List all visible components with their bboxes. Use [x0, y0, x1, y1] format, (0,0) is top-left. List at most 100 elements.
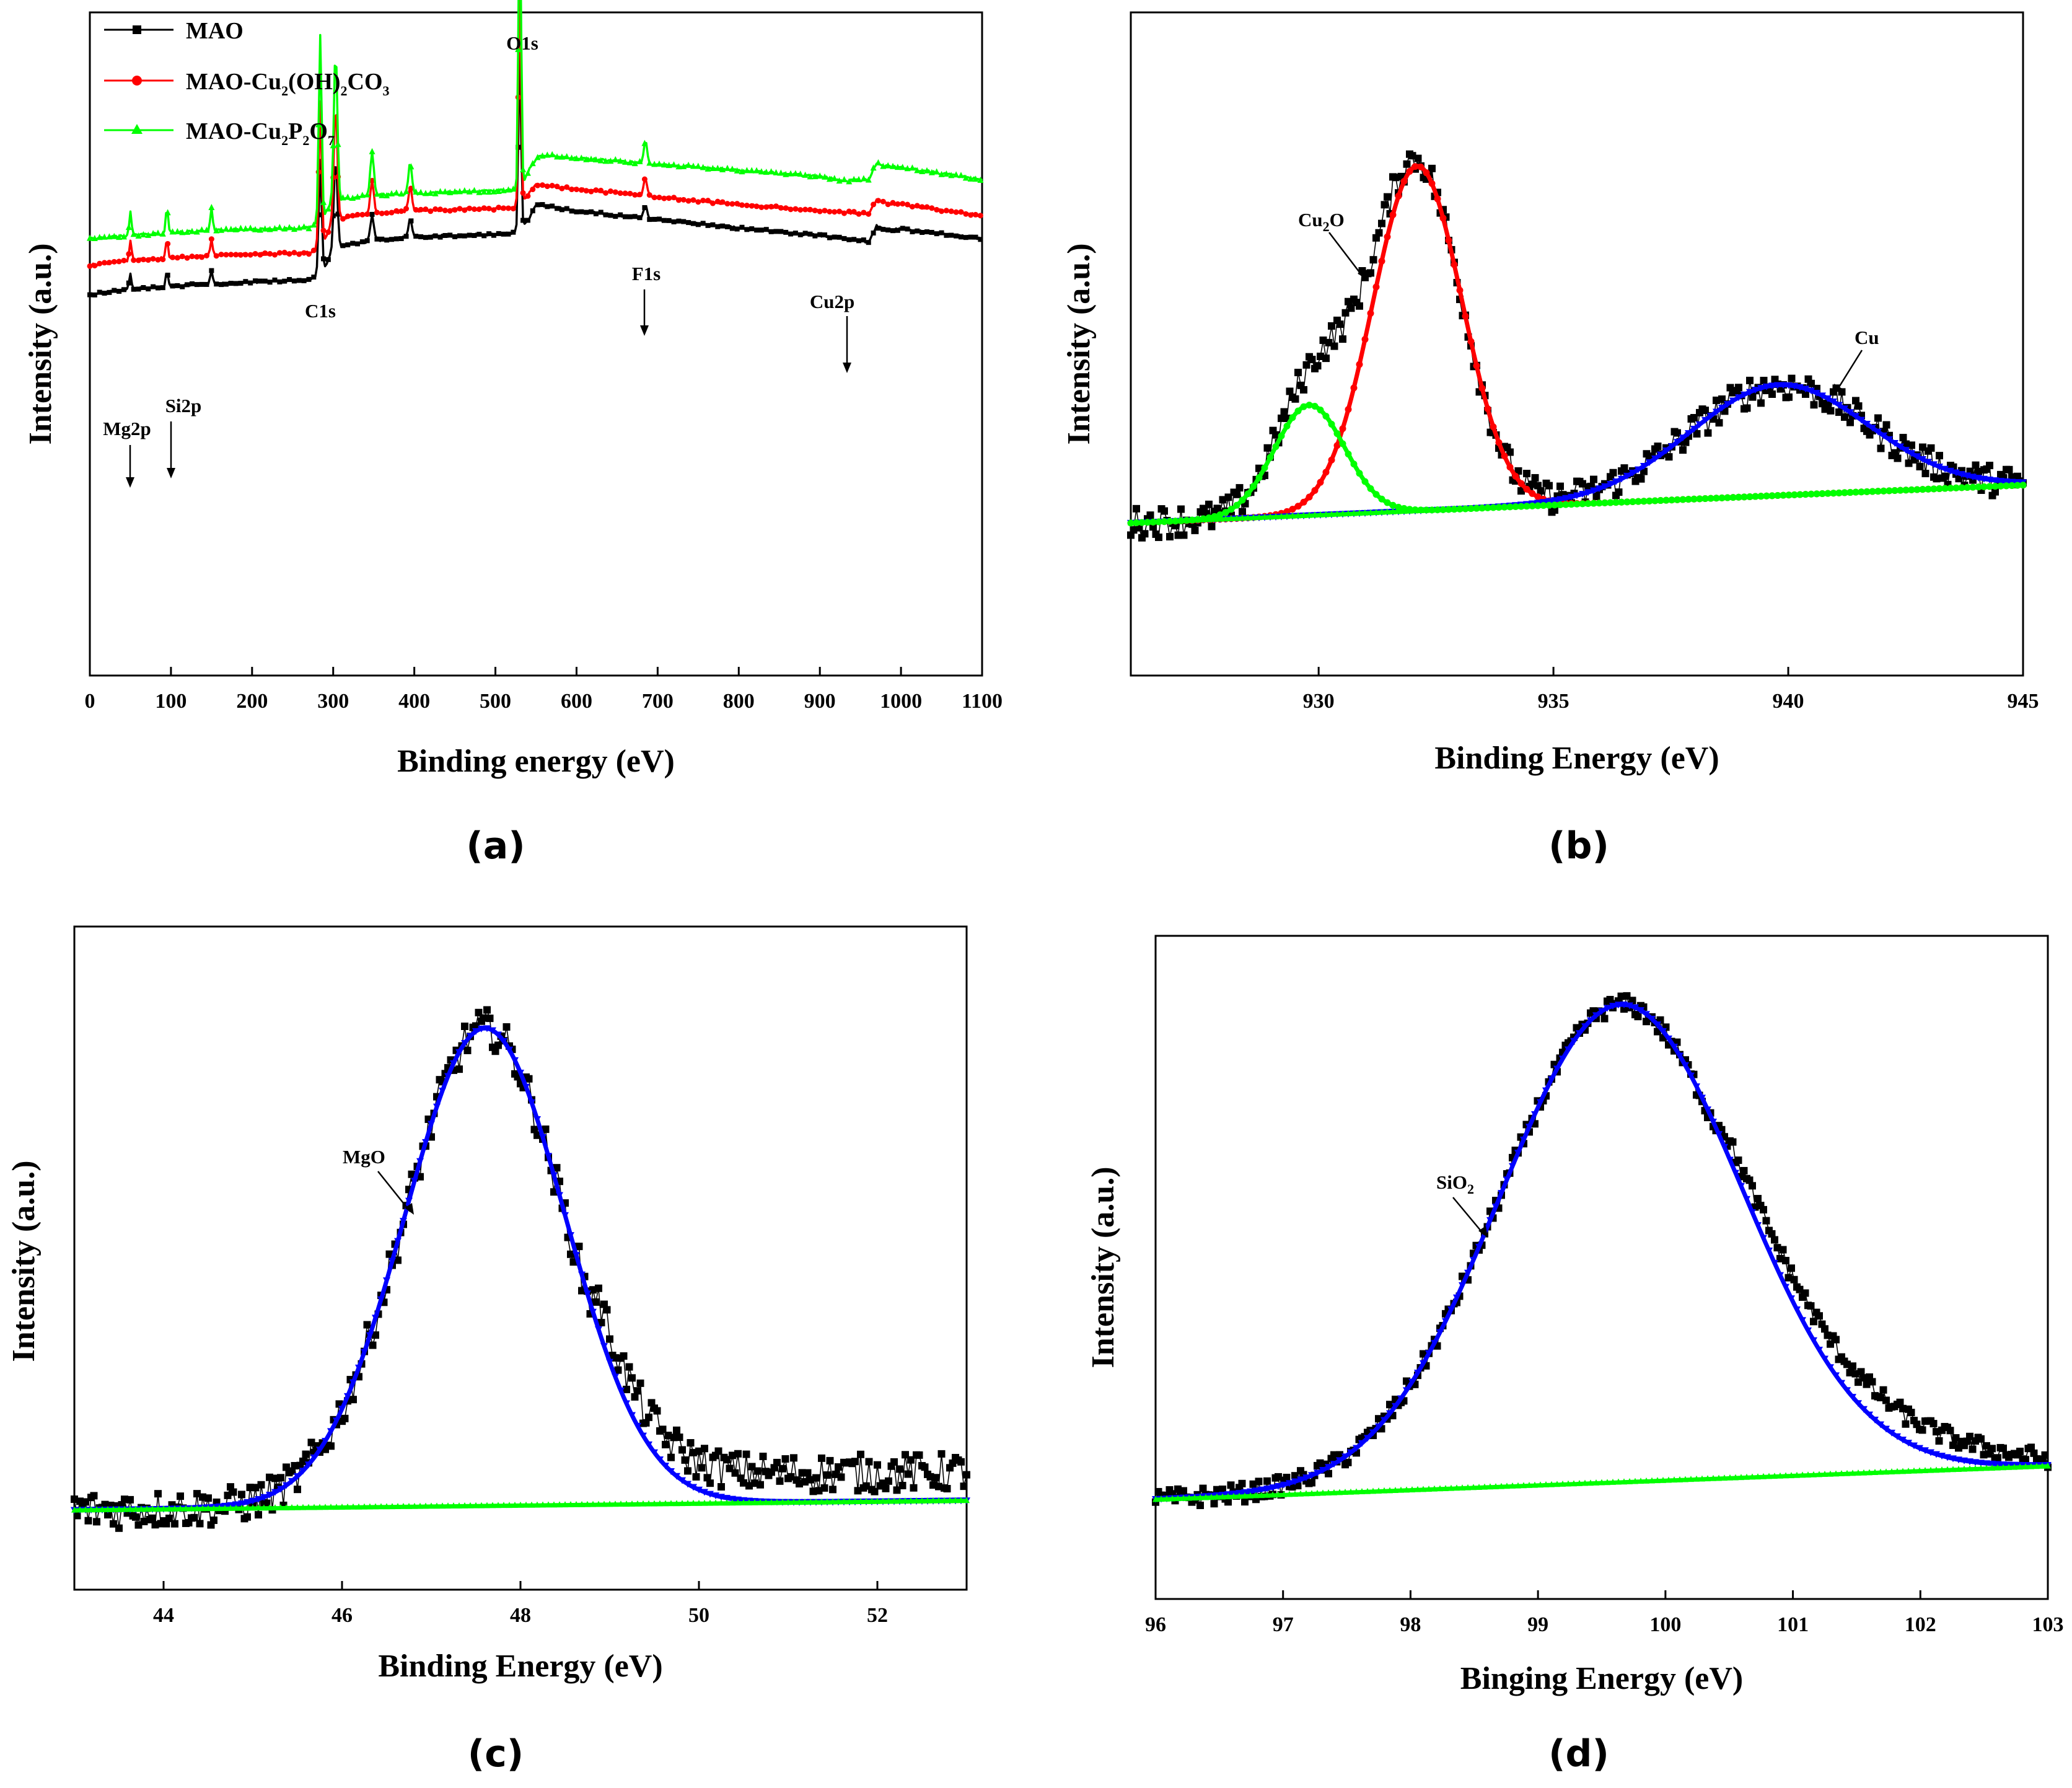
- panel-a-marker: [744, 202, 750, 208]
- panel-a-marker: [388, 209, 395, 216]
- panel-a-marker: [758, 204, 765, 210]
- b-raw-point: [1180, 531, 1188, 539]
- panel-a-marker: [408, 163, 415, 170]
- panel-a-marker: [817, 208, 823, 214]
- panel-a-marker: [159, 230, 166, 237]
- c-raw-point: [757, 1481, 764, 1489]
- panel-a-series-markers-1: [87, 94, 983, 269]
- d-raw-point: [1283, 1473, 1291, 1481]
- panel-a-marker: [972, 175, 979, 182]
- c-raw-point: [645, 1413, 652, 1421]
- c-component-0: [71, 1025, 970, 1514]
- c-raw-point: [294, 1486, 301, 1494]
- c-raw-point: [714, 1447, 722, 1455]
- c-raw-point: [614, 1366, 622, 1374]
- c-raw-point: [812, 1474, 820, 1482]
- panel-a-marker: [179, 229, 186, 236]
- c-raw-point: [567, 1250, 574, 1258]
- panel-a-marker: [398, 190, 405, 197]
- panel-a-marker: [237, 224, 244, 231]
- b-raw-point: [1531, 473, 1539, 482]
- panel-a-marker: [428, 234, 433, 240]
- panel-a-marker: [910, 229, 915, 235]
- panel-a-marker: [180, 284, 185, 289]
- c-raw-point: [915, 1451, 923, 1459]
- b-raw-point: [1682, 438, 1690, 446]
- panel-d-series: [1152, 992, 2052, 1509]
- b-tick-label-0: 930: [1303, 690, 1335, 713]
- b-raw-point: [1149, 523, 1157, 531]
- b-raw-point: [1322, 355, 1330, 363]
- panel-d-plot-frame: [1154, 935, 2049, 1600]
- panel-a-marker: [968, 212, 974, 218]
- panel-a-marker: [690, 197, 696, 203]
- c-raw-point: [932, 1474, 940, 1482]
- d-tick-label-2: 98: [1400, 1613, 1421, 1636]
- panel-b-x-ticks: 930 935 940 945: [1303, 667, 2039, 713]
- panel-b-x-axis-label: Binding Energy (eV): [1434, 741, 1719, 776]
- panel-a-marker: [169, 228, 176, 235]
- b-raw-point: [1384, 193, 1391, 201]
- panel-a-marker: [895, 227, 900, 233]
- c-raw-point: [804, 1469, 812, 1477]
- panel-a-marker: [106, 233, 113, 240]
- panel-a-marker: [252, 226, 259, 232]
- panel-a-marker: [788, 231, 794, 237]
- c-raw-point: [372, 1331, 379, 1339]
- d-raw-point: [1969, 1445, 1977, 1453]
- panel-a-marker: [899, 164, 906, 170]
- panel-c-mg2p-chart: 44 46 48 50 52 Binding Energy (eV) Intensity…: [6, 925, 970, 1776]
- panel-a-marker: [856, 211, 862, 217]
- panel-a-marker: [564, 184, 570, 190]
- panel-a-marker: [671, 219, 677, 224]
- panel-a-marker: [871, 230, 876, 236]
- c-raw-point: [818, 1454, 825, 1462]
- c-raw-point: [126, 1495, 134, 1504]
- panel-a-marker: [281, 225, 288, 232]
- panel-a-marker: [301, 223, 307, 230]
- panel-a-marker: [253, 278, 258, 284]
- panel-a-marker: [257, 252, 263, 258]
- panel-a-marker: [437, 234, 443, 240]
- panel-a-marker: [506, 231, 511, 237]
- panel-a-marker: [330, 213, 336, 219]
- panel-a-marker: [194, 253, 200, 260]
- b-raw-point: [1715, 419, 1723, 427]
- panel-a-marker: [876, 226, 881, 231]
- panel-a-marker: [325, 205, 331, 212]
- c-raw-point: [525, 1075, 533, 1083]
- panel-a-marker: [535, 182, 541, 188]
- b-raw-point: [1155, 533, 1162, 541]
- b-raw-point: [1785, 393, 1793, 401]
- panel-a-marker: [700, 221, 706, 226]
- panel-a-marker: [748, 167, 755, 174]
- panel-a-marker: [165, 272, 170, 278]
- panel-a-marker: [418, 206, 424, 213]
- c-raw-point: [874, 1461, 881, 1469]
- panel-a-marker: [364, 211, 371, 218]
- panel-a-marker: [636, 157, 643, 164]
- d-raw-point: [1907, 1409, 1915, 1417]
- annot-f1s: F1s: [632, 263, 661, 284]
- c-raw-point: [575, 1243, 583, 1251]
- b-raw-point: [1679, 446, 1687, 454]
- b-raw-point: [1927, 444, 1935, 452]
- panel-a-marker: [174, 227, 181, 234]
- panel-a-marker: [379, 210, 385, 216]
- panel-a-marker: [291, 250, 297, 256]
- panel-a-marker: [384, 237, 390, 243]
- panel-a-marker: [291, 278, 297, 284]
- a-tick-label-8: 800: [723, 690, 755, 713]
- panel-a-marker: [170, 254, 176, 260]
- d-raw-point: [1740, 1166, 1748, 1174]
- panel-a-marker: [724, 164, 731, 171]
- b-raw-point: [1654, 443, 1662, 451]
- annot-sio2: SiO2: [1436, 1171, 1474, 1197]
- panel-a-marker: [505, 205, 511, 211]
- d-tick-label-0: 96: [1145, 1613, 1166, 1636]
- a-tick-label-2: 200: [236, 690, 268, 713]
- panel-a-marker: [315, 121, 322, 128]
- panel-a-marker: [233, 252, 239, 258]
- b-raw-point: [1846, 418, 1854, 426]
- panel-a-marker: [501, 231, 506, 237]
